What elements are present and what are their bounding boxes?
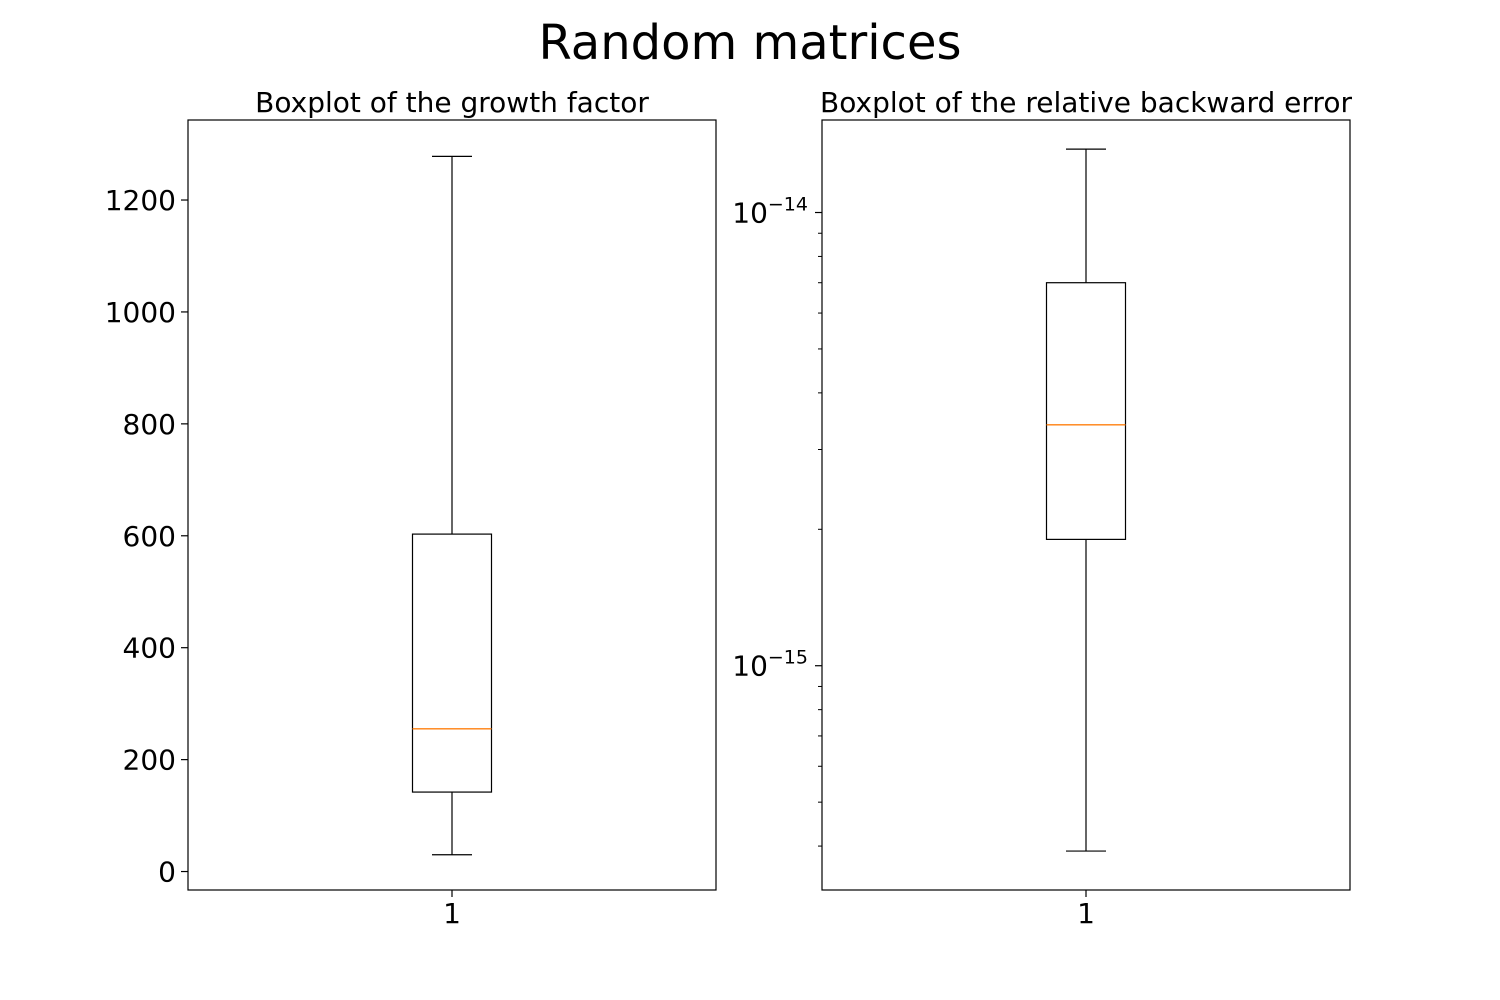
growth-factor-box <box>411 533 493 793</box>
growth-factor-title: Boxplot of the growth factor <box>255 86 649 119</box>
backward-error-ytick-label: 10−14 <box>732 194 808 230</box>
growth-factor-ytick-label: 200 <box>123 744 176 777</box>
figure-title: Random matrices <box>539 15 962 71</box>
backward-error-xtick-label: 1 <box>1077 897 1095 930</box>
growth-factor-ytick-label: 600 <box>123 520 176 553</box>
backward-error-panel: Boxplot of the relative backward error 1… <box>732 86 1352 930</box>
growth-factor-ytick-label: 1000 <box>105 296 176 329</box>
backward-error-title: Boxplot of the relative backward error <box>820 86 1352 119</box>
backward-error-box <box>1045 282 1127 540</box>
growth-factor-ytick-label: 800 <box>123 408 176 441</box>
growth-factor-ytick-label: 400 <box>123 632 176 665</box>
backward-error-ytick-label: 10−15 <box>732 647 808 683</box>
growth-factor-ytick-label: 1200 <box>105 184 176 217</box>
growth-factor-panel: Boxplot of the growth factor 0 200 400 600 8… <box>105 86 717 930</box>
growth-factor-xtick-label: 1 <box>443 897 461 930</box>
growth-factor-ytick-label: 0 <box>158 856 176 889</box>
